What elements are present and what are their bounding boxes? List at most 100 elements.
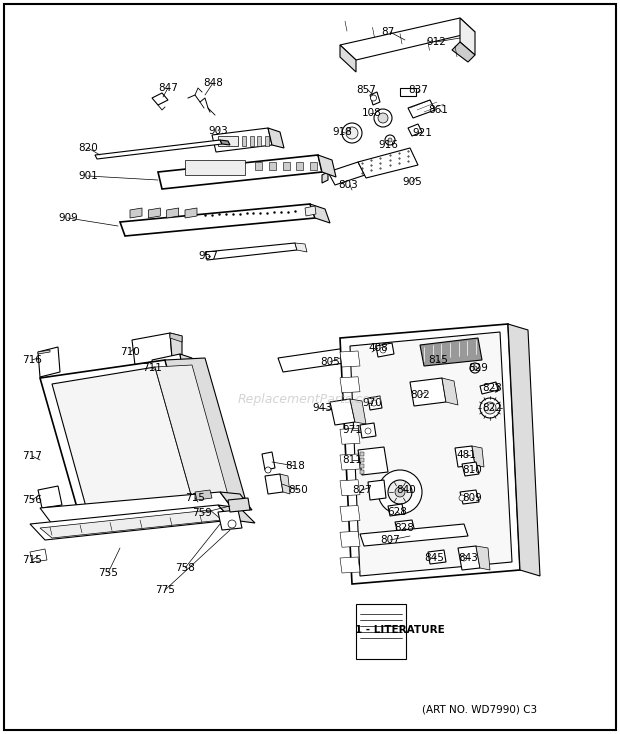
Polygon shape <box>212 128 272 152</box>
Polygon shape <box>170 333 182 362</box>
Text: 957: 957 <box>198 251 218 261</box>
Polygon shape <box>262 452 275 470</box>
Text: 827: 827 <box>352 485 372 495</box>
Text: 918: 918 <box>332 127 352 137</box>
Text: 823: 823 <box>482 383 502 393</box>
Polygon shape <box>30 549 47 562</box>
Text: 971: 971 <box>342 425 362 435</box>
Circle shape <box>342 123 362 143</box>
Text: 810: 810 <box>462 465 482 475</box>
Polygon shape <box>368 396 382 410</box>
Circle shape <box>395 487 405 497</box>
Bar <box>310 162 317 170</box>
Bar <box>360 470 364 474</box>
Text: 807: 807 <box>380 535 400 545</box>
Text: 802: 802 <box>410 390 430 400</box>
Polygon shape <box>472 446 484 467</box>
Polygon shape <box>38 350 50 354</box>
Polygon shape <box>452 42 475 62</box>
Polygon shape <box>340 45 356 72</box>
Text: 901: 901 <box>78 171 98 181</box>
Text: 921: 921 <box>412 128 432 138</box>
Polygon shape <box>340 377 360 393</box>
Polygon shape <box>322 172 328 183</box>
Polygon shape <box>360 423 376 438</box>
Bar <box>356 604 406 659</box>
Polygon shape <box>455 446 475 467</box>
Circle shape <box>380 347 386 353</box>
Polygon shape <box>330 399 355 425</box>
Polygon shape <box>195 490 212 500</box>
Text: 815: 815 <box>428 355 448 365</box>
Polygon shape <box>165 358 245 500</box>
Polygon shape <box>318 155 336 177</box>
Text: 715: 715 <box>22 555 42 565</box>
Polygon shape <box>220 140 230 145</box>
Polygon shape <box>408 124 422 136</box>
Polygon shape <box>95 140 222 159</box>
Text: 408: 408 <box>368 343 388 353</box>
Text: 87: 87 <box>381 27 394 37</box>
Circle shape <box>371 400 377 406</box>
Polygon shape <box>508 324 540 576</box>
Text: 1 - LITERATURE: 1 - LITERATURE <box>355 625 445 635</box>
Polygon shape <box>370 92 380 105</box>
Text: 828: 828 <box>394 523 414 533</box>
Bar <box>360 464 364 468</box>
Polygon shape <box>120 204 315 236</box>
Text: ReplacementParts.com: ReplacementParts.com <box>237 393 383 407</box>
Polygon shape <box>30 505 232 540</box>
Circle shape <box>365 428 371 434</box>
Circle shape <box>388 480 412 504</box>
Text: 811: 811 <box>342 455 362 465</box>
Polygon shape <box>310 204 330 223</box>
Polygon shape <box>420 338 482 366</box>
Polygon shape <box>130 208 142 218</box>
Polygon shape <box>268 128 284 148</box>
Polygon shape <box>388 504 404 516</box>
Polygon shape <box>280 474 290 494</box>
Text: 837: 837 <box>408 85 428 95</box>
Circle shape <box>346 127 358 139</box>
Circle shape <box>265 467 271 473</box>
Text: 755: 755 <box>98 568 118 578</box>
Text: 829: 829 <box>468 363 488 373</box>
Circle shape <box>480 398 500 418</box>
Polygon shape <box>340 557 360 573</box>
Polygon shape <box>152 93 168 105</box>
Text: 759: 759 <box>192 508 212 518</box>
Bar <box>185 160 245 175</box>
Polygon shape <box>265 474 283 494</box>
Text: 628: 628 <box>387 507 407 517</box>
Polygon shape <box>480 382 498 394</box>
Polygon shape <box>358 148 418 178</box>
Polygon shape <box>220 492 252 510</box>
Polygon shape <box>460 18 475 55</box>
Circle shape <box>378 470 422 514</box>
Text: 716: 716 <box>22 355 42 365</box>
Polygon shape <box>476 546 490 570</box>
Polygon shape <box>340 506 360 521</box>
Bar <box>257 136 262 146</box>
Bar <box>360 458 364 462</box>
Polygon shape <box>350 332 512 576</box>
Polygon shape <box>152 354 183 380</box>
Polygon shape <box>458 546 480 570</box>
Polygon shape <box>228 498 250 512</box>
Text: 905: 905 <box>402 177 422 187</box>
Text: (ART NO. WD7990) C3: (ART NO. WD7990) C3 <box>422 705 538 715</box>
Circle shape <box>388 138 392 142</box>
Text: 820: 820 <box>78 143 98 153</box>
Text: 857: 857 <box>356 85 376 95</box>
Polygon shape <box>278 346 365 372</box>
Polygon shape <box>340 480 360 495</box>
Polygon shape <box>360 524 468 546</box>
Polygon shape <box>167 208 179 218</box>
Text: 840: 840 <box>396 485 416 495</box>
Text: 756: 756 <box>22 495 42 505</box>
Polygon shape <box>305 206 316 216</box>
Circle shape <box>228 520 236 528</box>
Polygon shape <box>170 333 182 342</box>
Polygon shape <box>340 18 475 60</box>
Polygon shape <box>40 492 232 524</box>
